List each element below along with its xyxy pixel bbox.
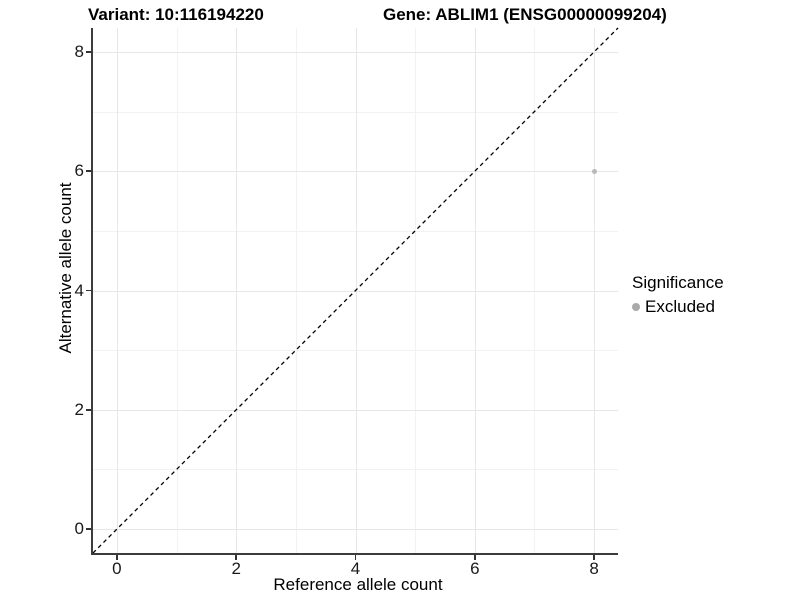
legend-key-dot bbox=[632, 303, 640, 311]
y-tick-label: 0 bbox=[74, 519, 84, 539]
legend-title: Significance bbox=[632, 273, 724, 292]
x-tick bbox=[116, 555, 118, 560]
x-tick-label: 2 bbox=[231, 559, 241, 578]
legend-item-label: Excluded bbox=[645, 297, 715, 316]
x-tick bbox=[354, 555, 357, 560]
identity-line bbox=[92, 27, 619, 554]
y-axis-line bbox=[91, 28, 93, 555]
x-tick bbox=[474, 555, 476, 560]
x-tick-label: 8 bbox=[589, 559, 599, 578]
gene-title: Gene: ABLIM1 (ENSG00000099204) bbox=[383, 5, 667, 24]
x-tick bbox=[593, 555, 595, 560]
x-axis-title: Reference allele count bbox=[273, 575, 443, 594]
y-tick-label: 6 bbox=[74, 161, 84, 181]
plot-panel bbox=[92, 27, 619, 554]
y-tick-label: 8 bbox=[74, 41, 84, 61]
x-tick-label: 0 bbox=[112, 559, 122, 578]
legend: Significance Excluded bbox=[632, 272, 724, 317]
y-tick-label: 2 bbox=[74, 399, 84, 419]
data-point bbox=[591, 168, 597, 174]
y-tick-label: 4 bbox=[74, 280, 84, 300]
gridline-y-major bbox=[93, 409, 618, 411]
y-tick bbox=[86, 409, 91, 411]
y-tick bbox=[86, 528, 91, 530]
gridline-y-major bbox=[93, 171, 618, 173]
y-tick bbox=[86, 51, 91, 53]
y-axis-title: Alternative allele count bbox=[56, 182, 75, 354]
variant-title: Variant: 10:116194220 bbox=[88, 5, 264, 24]
gridline-y-major bbox=[93, 529, 618, 531]
x-tick-label: 4 bbox=[350, 559, 361, 578]
gridline-y-major bbox=[93, 51, 618, 53]
x-axis-line bbox=[91, 553, 618, 555]
x-tick bbox=[235, 555, 237, 560]
y-tick bbox=[86, 170, 91, 172]
y-tick bbox=[86, 289, 91, 292]
legend-item-excluded: Excluded bbox=[632, 297, 724, 317]
x-tick-label: 6 bbox=[470, 559, 480, 578]
